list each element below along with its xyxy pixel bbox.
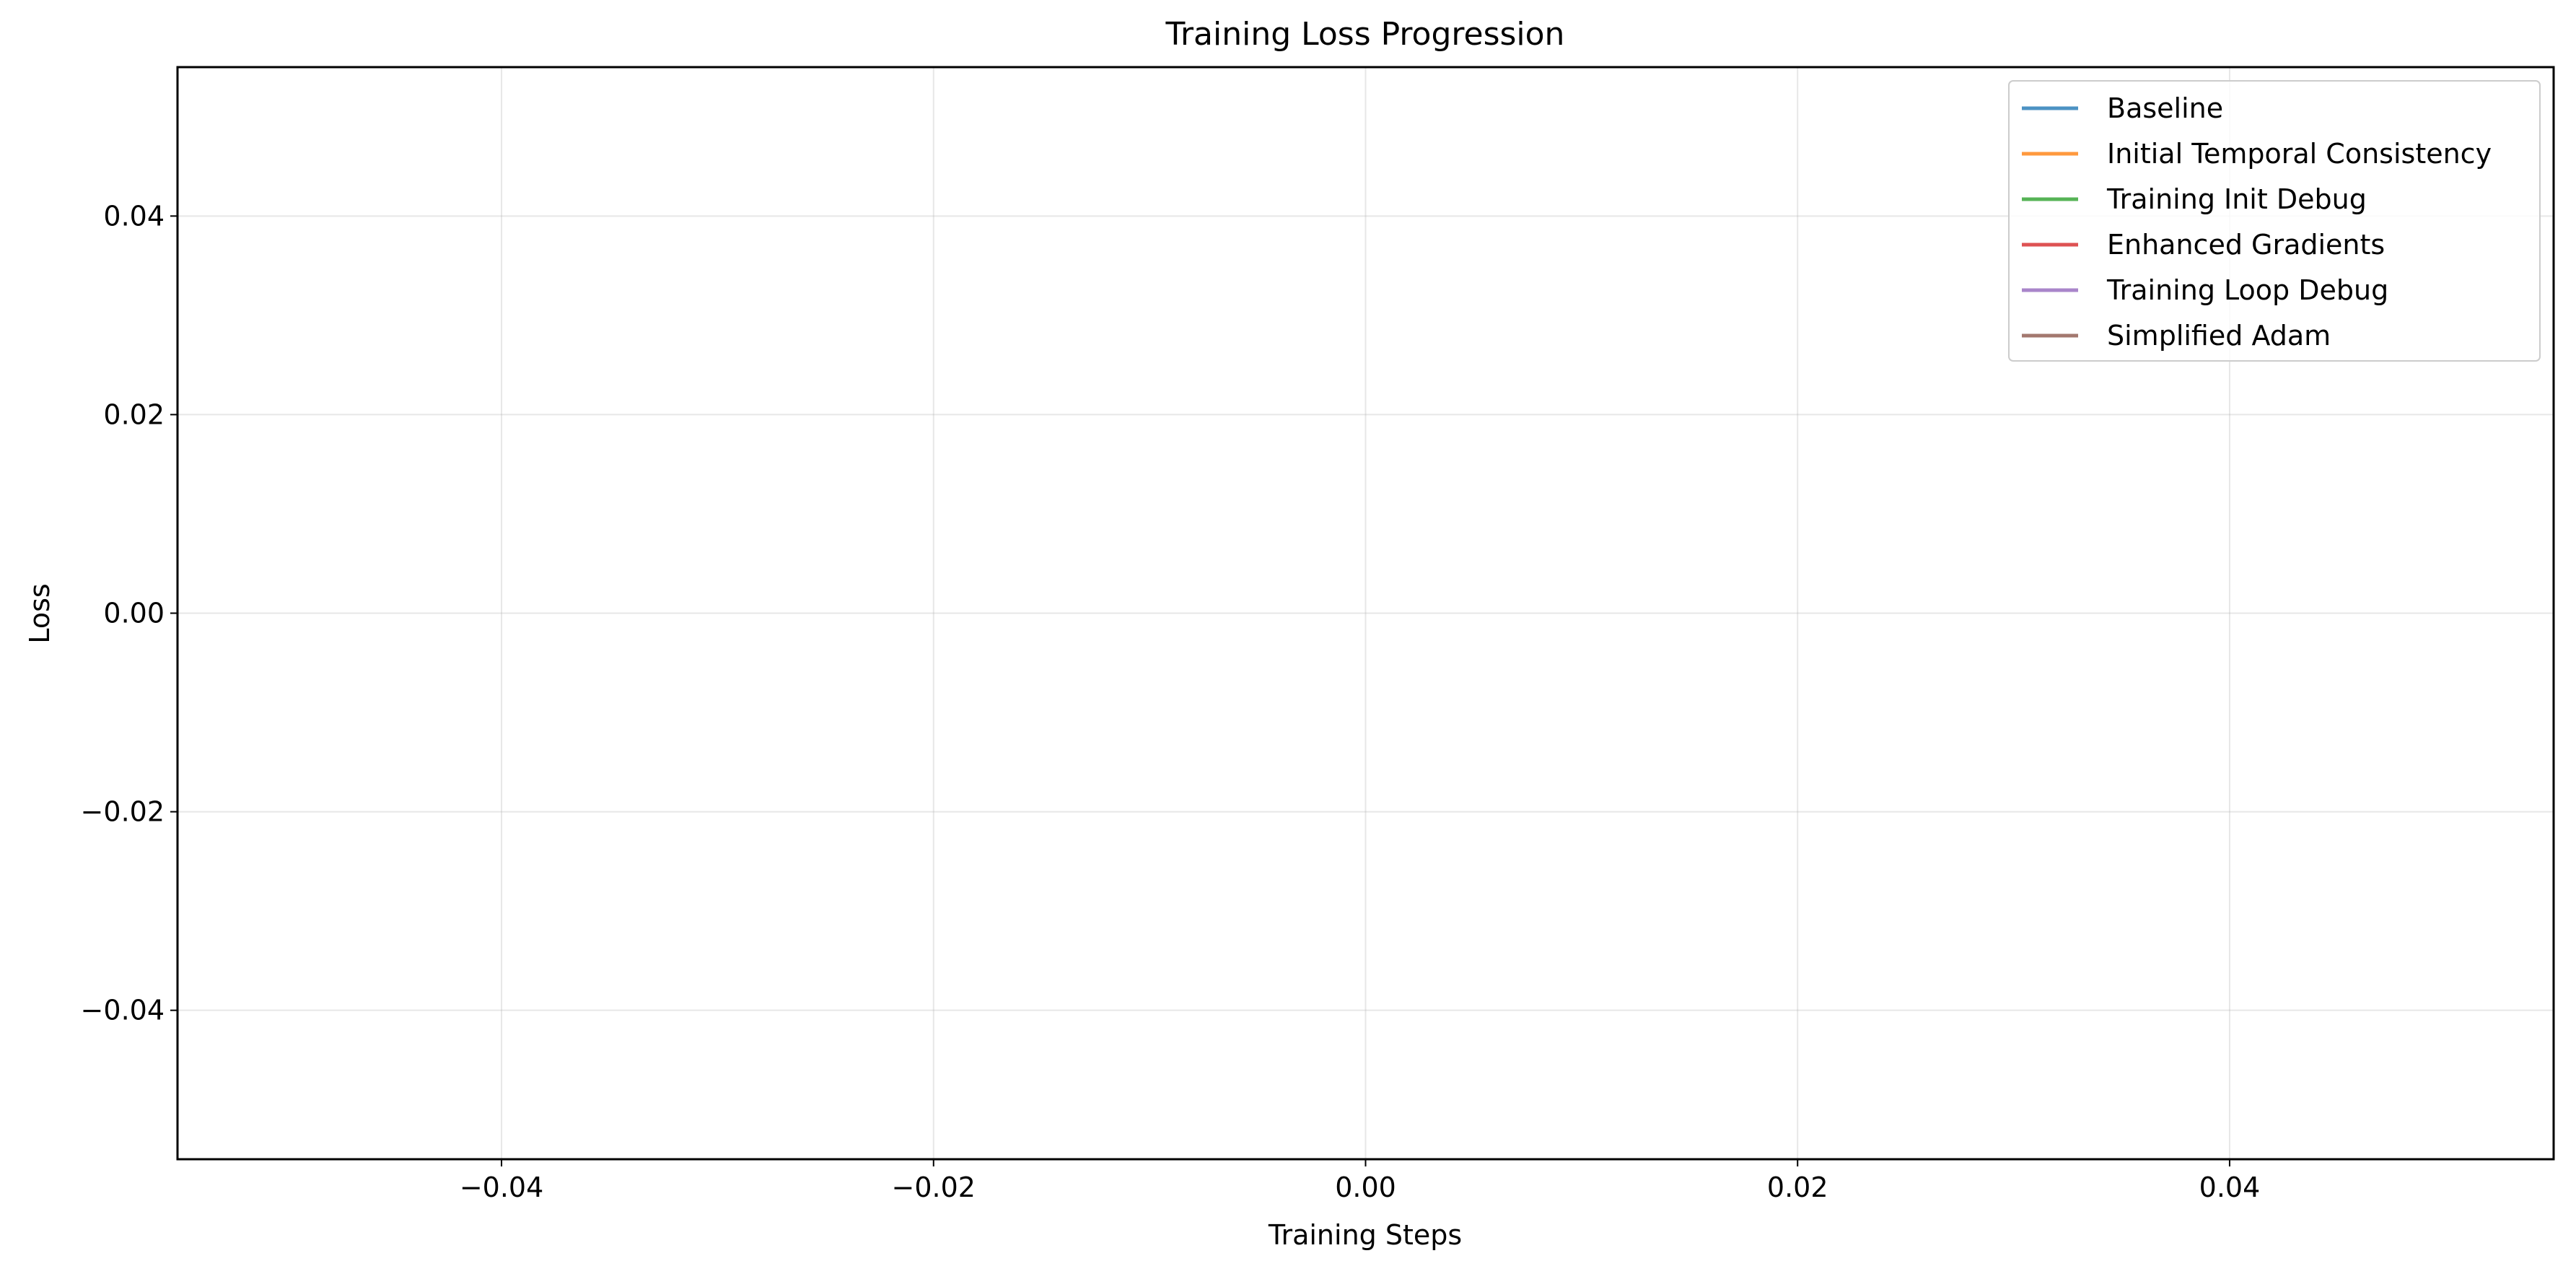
y-tick-label: −0.02 [81,796,165,828]
legend-label: Enhanced Gradients [2107,229,2385,261]
legend-label: Initial Temporal Consistency [2107,138,2492,170]
x-tick-label: 0.04 [2199,1172,2261,1203]
x-axis-label: Training Steps [1268,1219,1462,1251]
y-tick-label: 0.04 [103,200,165,232]
y-tick-label: 0.00 [103,598,165,629]
legend-label: Training Loop Debug [2106,274,2388,306]
x-tick-label: 0.00 [1335,1172,1396,1203]
legend-label: Simplified Adam [2107,320,2331,352]
legend: Baseline Initial Temporal Consistency Trai… [2008,80,2541,362]
legend-label: Baseline [2107,92,2223,124]
x-tick-label: −0.02 [892,1172,976,1203]
legend-box [2008,80,2541,362]
y-tick-label: −0.04 [81,995,165,1026]
y-axis-label: Loss [24,583,56,643]
x-tick-label: −0.04 [460,1172,543,1203]
legend-label: Training Init Debug [2106,183,2367,215]
y-tick-label: 0.02 [103,398,165,430]
x-tick-label: 0.02 [1767,1172,1828,1203]
chart-title: Training Loss Progression [1165,16,1565,53]
ticks: −0.04 −0.02 0.00 0.02 0.04 −0.04 −0.02 0.00 0.02… [81,200,2261,1203]
